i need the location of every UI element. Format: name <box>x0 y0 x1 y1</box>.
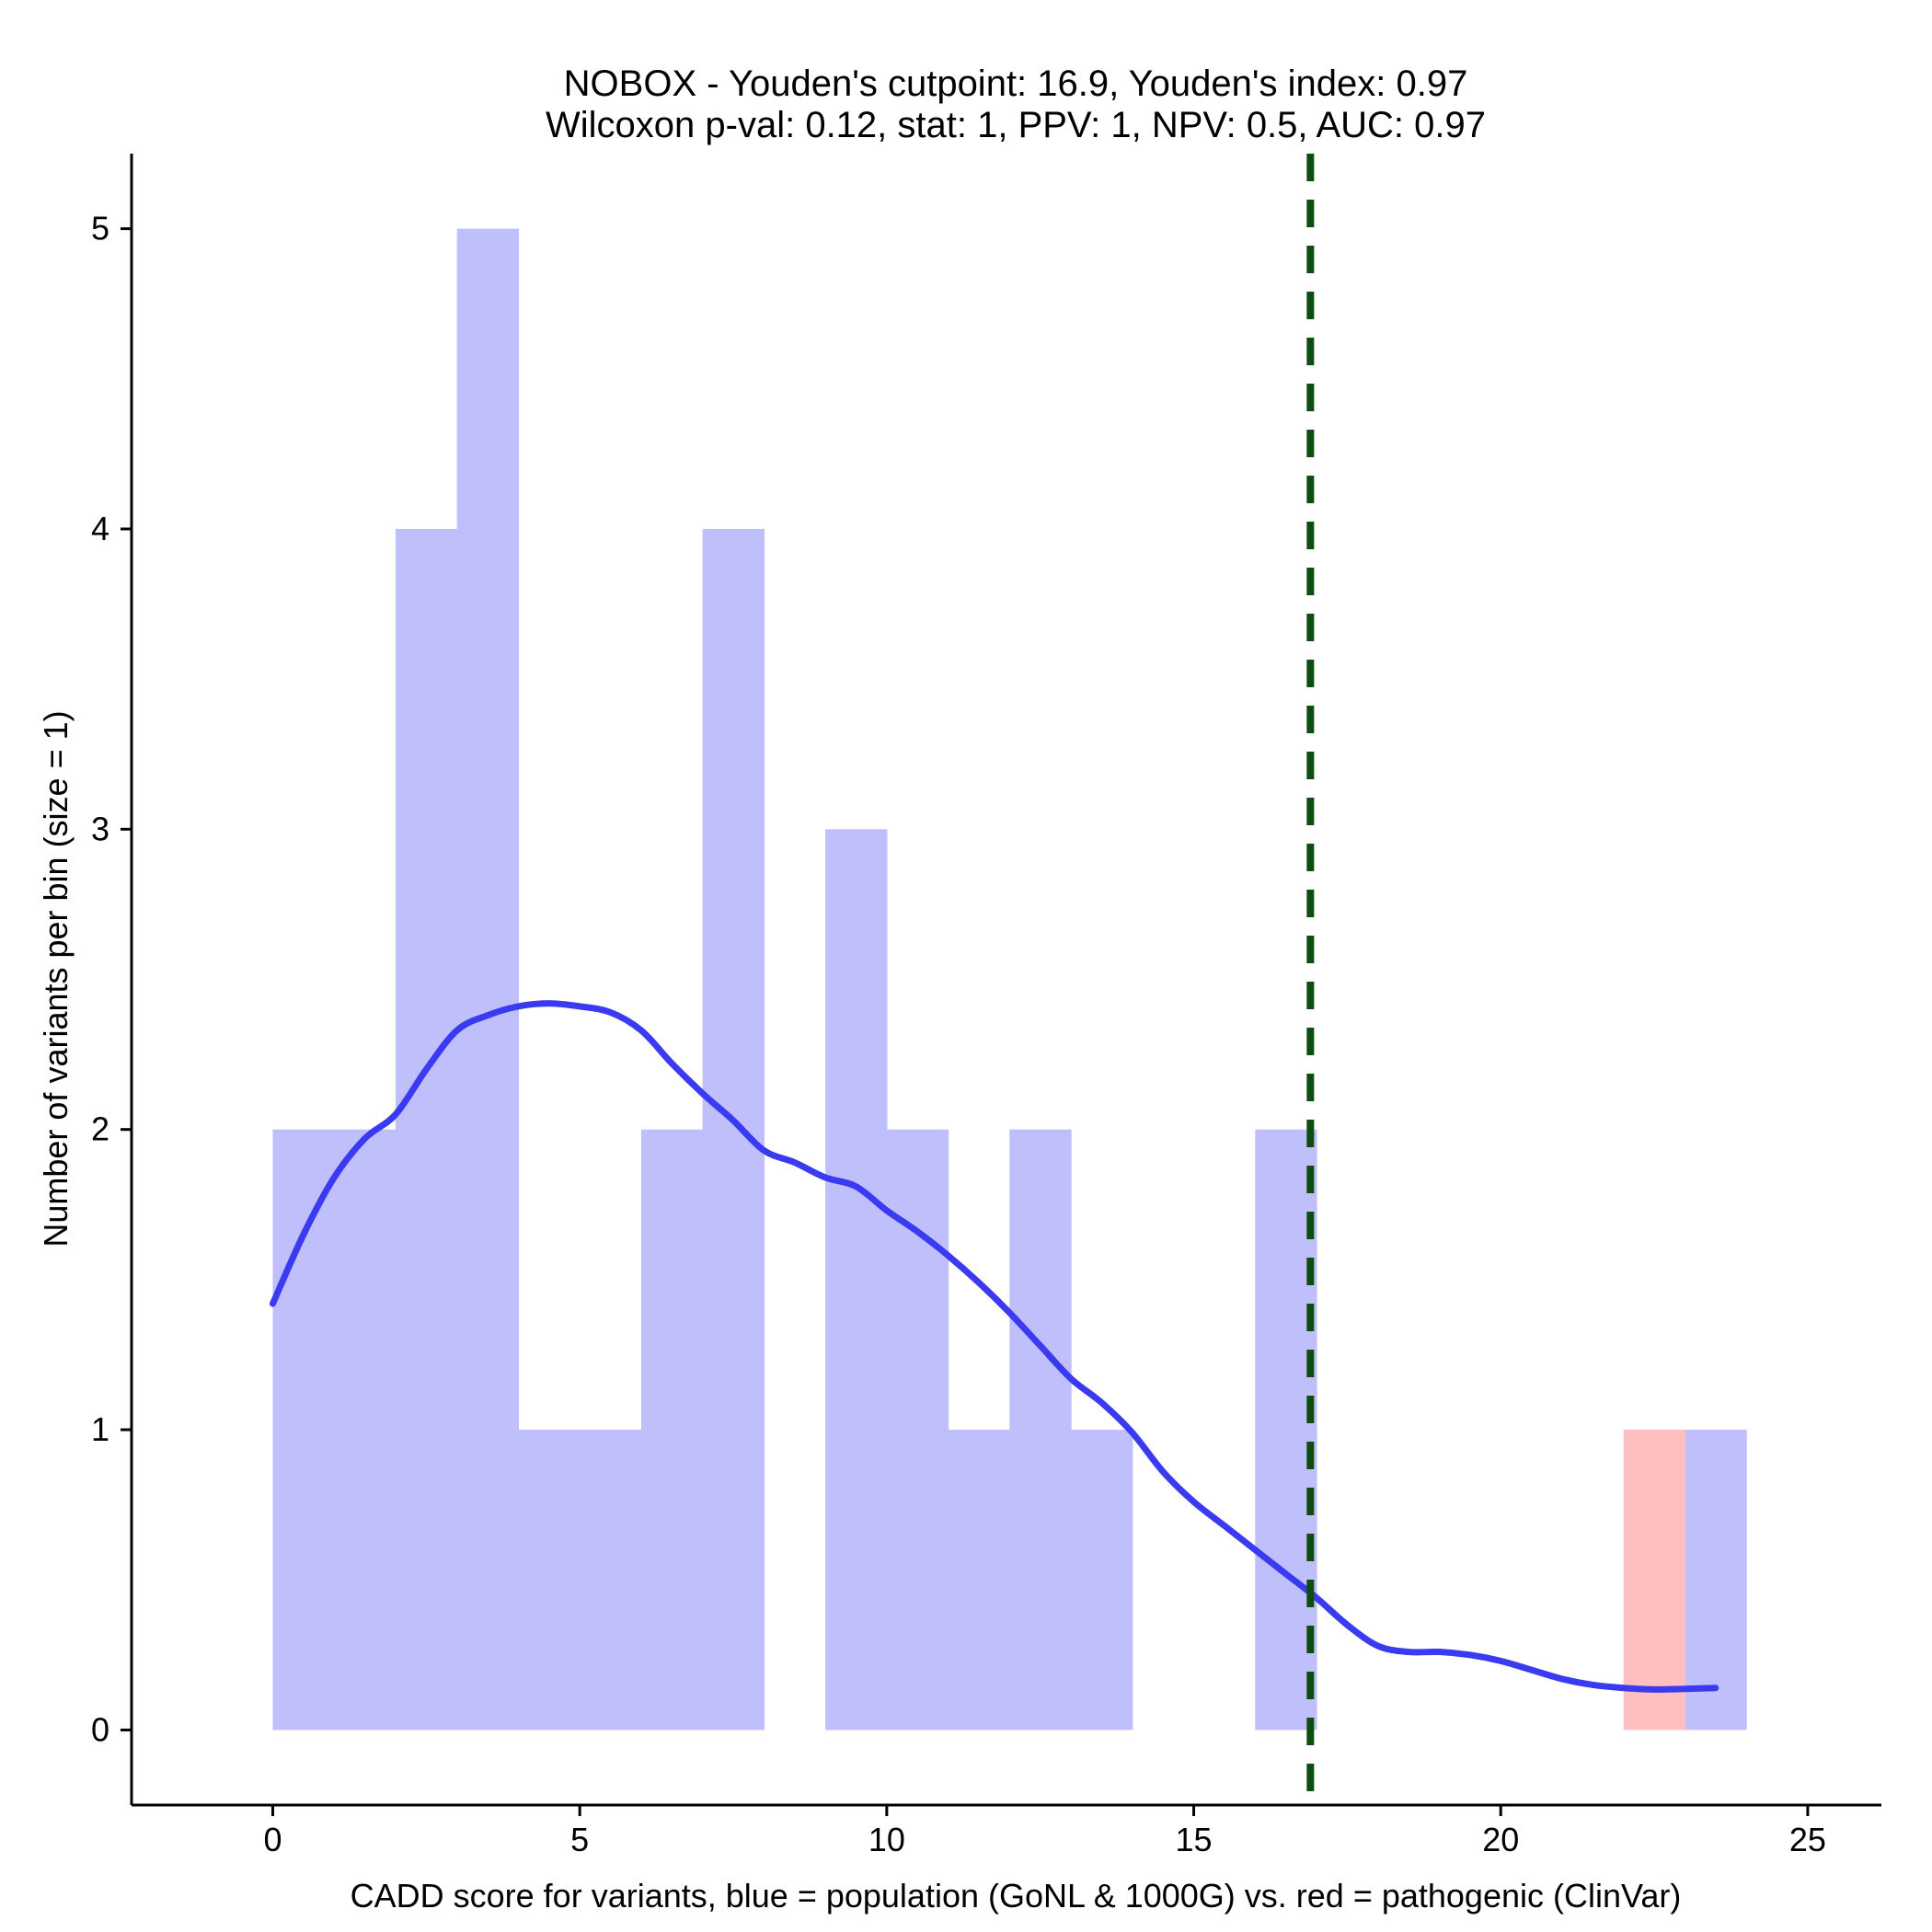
population-bar <box>272 1129 335 1731</box>
x-tick-label: 25 <box>1789 1821 1826 1858</box>
population-bar <box>1685 1430 1747 1731</box>
population-bar <box>948 1430 1010 1731</box>
x-tick-label: 15 <box>1176 1821 1213 1858</box>
chart-subtitle: Wilcoxon p-val: 0.12, stat: 1, PPV: 1, N… <box>546 105 1486 145</box>
x-tick-label: 0 <box>263 1821 282 1858</box>
histogram-bars <box>272 228 1747 1731</box>
axes: 0 1 2 3 4 5 0 5 10 15 20 25 <box>91 154 1881 1858</box>
y-tick-label: 1 <box>91 1410 109 1448</box>
population-bar <box>334 1129 397 1731</box>
population-bar <box>1071 1430 1133 1731</box>
y-tick-label: 0 <box>91 1710 109 1748</box>
x-tick-label: 10 <box>868 1821 905 1858</box>
y-tick-label: 4 <box>91 510 109 547</box>
y-tick-label: 5 <box>91 210 109 247</box>
population-bar <box>1009 1129 1072 1731</box>
population-bar <box>640 1129 704 1731</box>
population-bar <box>825 829 888 1731</box>
x-tick-label: 20 <box>1482 1821 1519 1858</box>
density-curve <box>269 1000 1719 1693</box>
density-curve-group <box>269 1000 1719 1693</box>
x-tick-label: 5 <box>570 1821 589 1858</box>
chart-title: NOBOX - Youden's cutpoint: 16.9, Youden'… <box>564 63 1468 104</box>
x-axis-label: CADD score for variants, blue = populati… <box>351 1877 1682 1915</box>
population-bar <box>456 228 520 1731</box>
population-bar <box>702 528 765 1731</box>
y-axis-label: Number of variants per bin (size = 1) <box>37 710 75 1247</box>
y-tick-label: 3 <box>91 810 109 847</box>
pathogenic-bar <box>1623 1430 1686 1731</box>
population-bar <box>518 1430 581 1731</box>
population-bar <box>395 528 458 1731</box>
y-tick-label: 2 <box>91 1110 109 1148</box>
population-bar <box>580 1430 642 1731</box>
